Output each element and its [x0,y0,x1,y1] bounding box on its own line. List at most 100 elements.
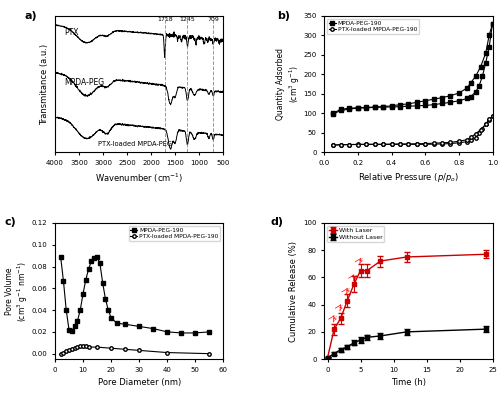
Text: a): a) [24,10,38,20]
PTX-loaded MPDA-PEG-190 [338,142,344,147]
PTX-loaded MPDA-PEG-190 [206,351,212,356]
MPDA-PEG-190 [439,101,445,106]
PTX-loaded MPDA-PEG-190 [464,139,470,144]
Legend: MPDA-PEG-190, PTX-loaded MPDA-PEG-190: MPDA-PEG-190, PTX-loaded MPDA-PEG-190 [327,19,419,34]
PTX-loaded MPDA-PEG-190 [74,345,80,350]
MPDA-PEG-190 [60,278,66,283]
MPDA-PEG-190 [192,330,198,335]
Text: ⚡: ⚡ [358,257,364,266]
MPDA-PEG-190 [388,105,394,109]
PTX-loaded MPDA-PEG-190 [80,344,86,348]
MPDA-PEG-190 [83,277,89,282]
MPDA-PEG-190 [456,99,462,103]
Y-axis label: Quantity Adsorbed
(cm$^3$ g$^{-1}$): Quantity Adsorbed (cm$^3$ g$^{-1}$) [276,48,301,120]
Line: PTX-loaded MPDA-PEG-190: PTX-loaded MPDA-PEG-190 [331,114,494,147]
MPDA-PEG-190 [372,105,378,110]
Text: 1245: 1245 [180,18,196,22]
PTX-loaded MPDA-PEG-190 [380,142,386,147]
PTX-loaded MPDA-PEG-190 [77,344,83,348]
MPDA-PEG-190 [106,308,112,312]
PTX-loaded MPDA-PEG-190 [86,345,91,350]
MPDA-PEG-190 [86,266,91,271]
PTX-loaded MPDA-PEG-190 [439,142,445,146]
PTX-loaded MPDA-PEG-190 [448,141,454,146]
X-axis label: Wavenumber (cm$^{-1}$): Wavenumber (cm$^{-1}$) [95,171,184,185]
MPDA-PEG-190 [69,328,75,333]
MPDA-PEG-190 [77,308,83,312]
MPDA-PEG-190 [490,22,496,26]
MPDA-PEG-190 [74,318,80,323]
MPDA-PEG-190 [464,96,470,101]
MPDA-PEG-190 [406,104,411,109]
Text: b): b) [277,10,290,20]
MPDA-PEG-190 [63,308,69,312]
PTX-loaded MPDA-PEG-190 [66,348,72,353]
PTX-loaded MPDA-PEG-190 [486,118,492,122]
MPDA-PEG-190 [97,261,103,266]
PTX-loaded MPDA-PEG-190 [372,142,378,147]
MPDA-PEG-190 [472,89,478,94]
PTX-loaded MPDA-PEG-190 [490,114,496,119]
MPDA-PEG-190 [355,106,361,111]
MPDA-PEG-190 [422,103,428,108]
PTX-loaded MPDA-PEG-190 [164,350,170,355]
PTX-loaded MPDA-PEG-190 [388,142,394,147]
Legend: MPDA-PEG-190, PTX-loaded MPDA-PEG-190: MPDA-PEG-190, PTX-loaded MPDA-PEG-190 [128,226,220,241]
MPDA-PEG-190 [92,255,98,260]
MPDA-PEG-190 [102,297,108,302]
MPDA-PEG-190 [80,291,86,296]
Text: d): d) [270,217,283,227]
PTX-loaded MPDA-PEG-190 [468,138,473,143]
PTX-loaded MPDA-PEG-190 [422,142,428,147]
MPDA-PEG-190 [88,259,94,263]
MPDA-PEG-190 [480,74,486,79]
Text: c): c) [4,217,16,227]
Text: PTX: PTX [64,28,79,37]
Y-axis label: Cumulative Release (%): Cumulative Release (%) [288,241,298,342]
MPDA-PEG-190 [476,84,482,89]
Text: ⚡: ⚡ [344,286,350,296]
MPDA-PEG-190 [164,330,170,334]
Text: 1718: 1718 [157,18,172,22]
MPDA-PEG-190 [178,330,184,335]
MPDA-PEG-190 [136,324,142,329]
Text: ⚡: ⚡ [338,303,344,312]
MPDA-PEG-190 [346,107,352,111]
PTX-loaded MPDA-PEG-190 [330,143,336,148]
Legend: With Laser, Without Laser: With Laser, Without Laser [328,226,384,242]
PTX-loaded MPDA-PEG-190 [69,347,75,352]
PTX-loaded MPDA-PEG-190 [414,142,420,147]
PTX-loaded MPDA-PEG-190 [364,142,370,147]
Text: ⚡: ⚡ [331,314,337,323]
PTX-loaded MPDA-PEG-190 [472,135,478,140]
PTX-loaded MPDA-PEG-190 [83,344,89,348]
PTX-loaded MPDA-PEG-190 [136,348,142,353]
MPDA-PEG-190 [66,327,72,332]
PTX-loaded MPDA-PEG-190 [94,345,100,350]
PTX-loaded MPDA-PEG-190 [58,351,64,356]
PTX-loaded MPDA-PEG-190 [483,122,489,126]
MPDA-PEG-190 [397,104,403,109]
PTX-loaded MPDA-PEG-190 [476,131,482,136]
MPDA-PEG-190 [108,315,114,320]
MPDA-PEG-190 [483,60,489,65]
Line: MPDA-PEG-190: MPDA-PEG-190 [59,255,211,335]
MPDA-PEG-190 [486,45,492,49]
MPDA-PEG-190 [206,330,212,334]
MPDA-PEG-190 [364,105,370,110]
X-axis label: Pore Diameter (nm): Pore Diameter (nm) [98,378,181,387]
MPDA-PEG-190 [100,280,105,285]
MPDA-PEG-190 [468,95,473,99]
PTX-loaded MPDA-PEG-190 [406,142,411,147]
MPDA-PEG-190 [114,321,119,326]
Text: MPDA-PEG: MPDA-PEG [64,78,104,87]
MPDA-PEG-190 [430,102,436,107]
Line: PTX-loaded MPDA-PEG-190: PTX-loaded MPDA-PEG-190 [59,344,211,356]
MPDA-PEG-190 [448,100,454,105]
MPDA-PEG-190 [58,254,64,259]
PTX-loaded MPDA-PEG-190 [355,142,361,147]
MPDA-PEG-190 [330,112,336,117]
MPDA-PEG-190 [72,324,78,329]
PTX-loaded MPDA-PEG-190 [122,347,128,352]
PTX-loaded MPDA-PEG-190 [108,346,114,351]
